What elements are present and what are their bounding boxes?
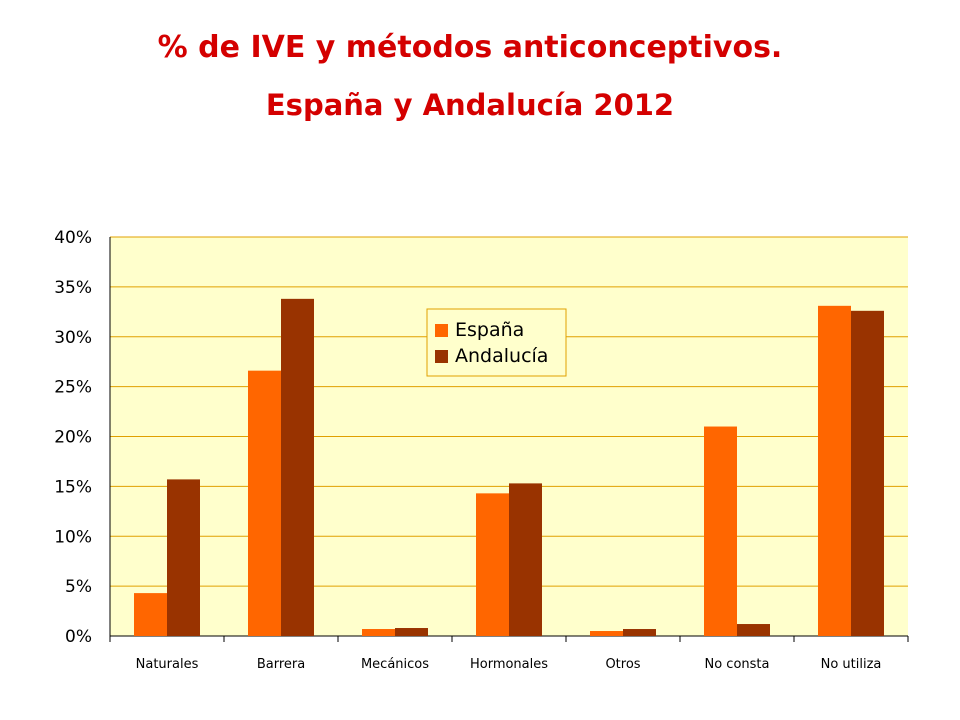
bar-espaa	[476, 493, 509, 636]
bar-espaa	[590, 631, 623, 636]
x-tick-label: Hormonales	[470, 657, 548, 672]
y-tick-label: 15%	[54, 477, 92, 497]
y-tick-label: 5%	[65, 577, 92, 597]
bar-andaluca	[851, 310, 884, 636]
x-tick-label: Mecánicos	[361, 657, 429, 672]
bar-espaa	[134, 593, 167, 636]
y-tick-label: 25%	[54, 378, 92, 398]
bar-andaluca	[737, 624, 770, 636]
y-tick-label: 40%	[54, 228, 92, 248]
bar-andaluca	[623, 629, 656, 636]
legend-label: España	[455, 319, 524, 341]
x-tick-label: No utiliza	[821, 657, 882, 672]
x-tick-label: Naturales	[136, 657, 199, 672]
bar-espaa	[704, 426, 737, 636]
legend-swatch	[435, 350, 448, 363]
legend-label: Andalucía	[455, 345, 548, 367]
bar-andaluca	[509, 483, 542, 636]
y-tick-label: 20%	[54, 428, 92, 448]
chart-subtitle: España y Andalucía 2012	[265, 88, 675, 122]
bar-espaa	[818, 305, 851, 636]
y-tick-label: 0%	[65, 627, 92, 647]
x-tick-label: Barrera	[257, 657, 305, 672]
x-tick-label: Otros	[605, 657, 640, 672]
y-tick-label: 35%	[54, 278, 92, 298]
bar-andaluca	[395, 628, 428, 636]
bar-andaluca	[281, 298, 314, 636]
chart-legend: España Andalucía	[426, 308, 567, 377]
legend-box	[426, 308, 567, 377]
legend-swatch	[435, 324, 448, 337]
bar-espaa	[362, 629, 395, 636]
y-tick-label: 10%	[54, 527, 92, 547]
y-tick-label: 30%	[54, 328, 92, 348]
x-tick-label: No consta	[705, 657, 770, 672]
bar-espaa	[248, 370, 281, 636]
bar-andaluca	[167, 479, 200, 636]
chart-title: % de IVE y métodos anticonceptivos.	[157, 30, 783, 65]
